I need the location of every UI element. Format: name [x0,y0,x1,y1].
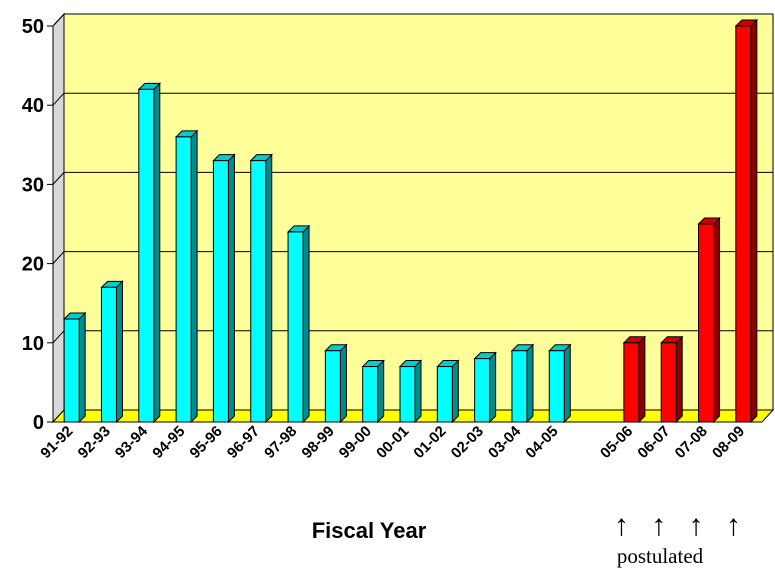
gridline-side [52,13,65,27]
postulated-arrows: ↑ ↑ ↑ ↑ [614,509,741,542]
bar [361,359,385,424]
bar-front [212,160,229,423]
x-tick-label: 02-03 [448,423,487,462]
bar-front [100,286,117,423]
y-tick-label: 40 [22,95,44,117]
gridline-side [52,330,65,344]
gridline-side [52,92,65,106]
bar-front [287,231,304,423]
bar [473,351,497,424]
bar [510,343,535,424]
bar-side [227,153,235,424]
bar-side [563,343,571,424]
y-tick-label: 50 [22,16,44,38]
bar [734,18,759,424]
x-tick-label: 04-05 [522,423,561,462]
up-arrow-icon: ↑ [689,509,704,542]
gridline-side [52,251,65,264]
bar [100,280,124,424]
bar [436,359,460,424]
bar-front [698,223,715,423]
bar-side [190,129,198,424]
x-tick-label: 08-09 [709,423,748,462]
bar [697,216,721,424]
y-tick-label: 20 [22,254,44,276]
bar [212,153,236,424]
x-tick-label: 03-04 [485,422,525,462]
x-tick-label: 96-97 [224,423,263,462]
x-tick-label: 95-96 [187,423,226,462]
bar-front [175,136,192,423]
y-tick-label: 10 [22,333,44,355]
x-tick-label: 05-06 [597,423,636,462]
bar-side [265,153,273,424]
bar-front [63,318,80,423]
bar-front [548,350,565,423]
bar-front [399,366,416,423]
y-axis-ticks: 0 10 20 30 40 50 [22,16,53,434]
bar-front [138,88,155,423]
x-tick-label: 07-08 [672,423,711,462]
bar-side [750,18,758,424]
bar-front [436,366,453,423]
bar [286,224,311,424]
bar-side [713,216,721,424]
left-wall [52,12,65,424]
bar-front [474,358,491,423]
postulated-annotation: postulated [617,544,704,568]
bar-front [324,350,341,423]
x-axis-label: Fiscal Year [312,518,427,543]
bar [249,153,273,424]
bar-front [660,342,677,423]
bar [622,335,647,424]
bar-side [414,359,422,424]
y-tick-label: 0 [33,412,44,434]
bar-side [339,343,347,424]
bar-front [735,25,752,423]
x-tick-label: 97-98 [261,423,300,462]
x-tick-label: 92-93 [75,423,114,462]
up-arrow-icon: ↑ [651,509,666,542]
gridline-side [52,172,65,185]
y-tick-label: 30 [22,174,44,196]
bar-side [78,311,86,424]
bar [324,343,348,424]
x-tick-label: 01-02 [410,423,449,462]
bar-side [115,280,123,424]
bar-side [377,359,385,424]
bar-front [250,160,267,423]
bar [174,129,199,424]
bar [62,311,87,424]
bar [137,82,161,424]
bar-side [489,351,497,424]
bar-side [153,82,161,424]
x-tick-label: 06-07 [634,423,673,462]
bar-side [638,335,646,424]
up-arrow-icon: ↑ [726,509,741,542]
bar [398,359,423,424]
bar-front [511,350,528,423]
bar-side [675,335,683,424]
x-tick-label: 93-94 [112,422,152,462]
x-tick-label: 94-95 [149,423,188,462]
up-arrow-icon: ↑ [614,509,629,542]
x-tick-label: 99-00 [336,423,375,462]
x-tick-label: 98-99 [299,423,338,462]
x-axis-ticks: 91-9292-9393-9494-9595-9696-9797-9898-99… [37,422,748,462]
bar-front [623,342,640,423]
bar-side [526,343,534,424]
bar-side [451,359,459,424]
bar-front [362,366,379,423]
bar [548,343,572,424]
x-tick-label: 00-01 [373,423,412,462]
bar-side [302,224,310,424]
bar [660,335,684,424]
bars [62,18,759,424]
